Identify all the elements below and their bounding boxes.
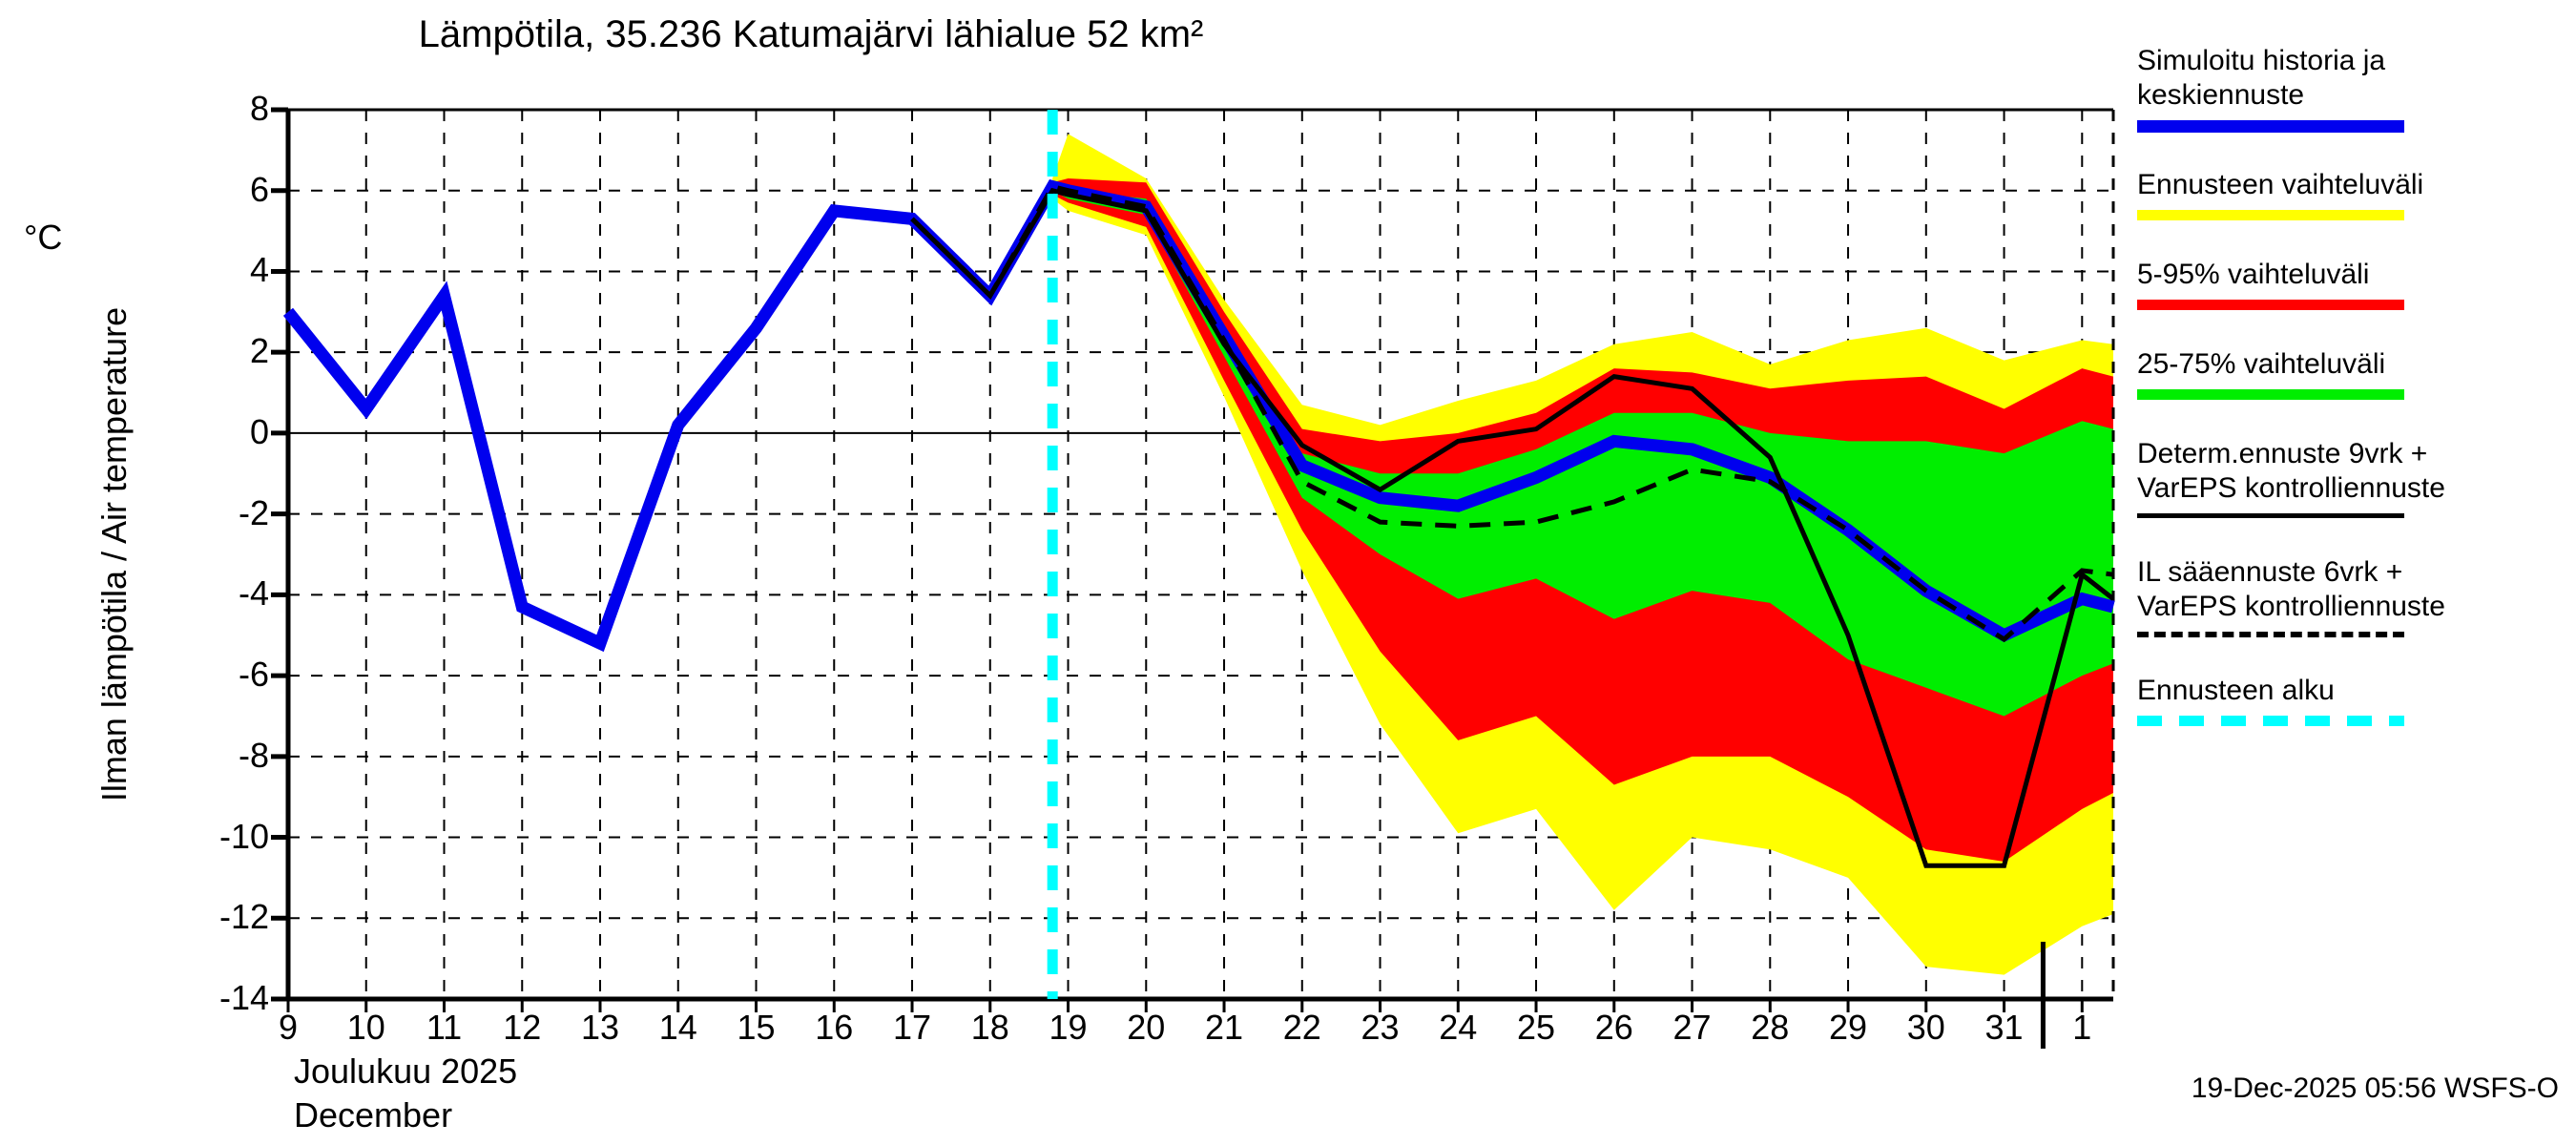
legend-item-forecast-range-label: Ennusteen vaihteluväli: [2137, 169, 2424, 200]
legend-item-simulated-history-label: keskiennuste: [2137, 79, 2305, 111]
x-tick-label: 22: [1282, 1008, 1321, 1047]
y-axis-unit: °C: [24, 218, 63, 257]
x-tick-label: 10: [346, 1008, 385, 1047]
y-tick-label: 2: [249, 331, 269, 371]
legend-item-il-forecast-marker: [2137, 632, 2404, 637]
x-tick-label: 31: [1984, 1008, 2024, 1047]
legend-item-5-95-range-label: 5-95% vaihteluväli: [2137, 259, 2370, 290]
legend-item-determ-forecast-label: VarEPS kontrolliennuste: [2137, 472, 2445, 504]
x-tick-label: 18: [970, 1008, 1009, 1047]
legend-item-forecast-start-label: Ennusteen alku: [2137, 675, 2335, 706]
x-tick-label: 29: [1829, 1008, 1868, 1047]
legend-item-il-forecast-label: VarEPS kontrolliennuste: [2137, 591, 2445, 622]
x-tick-label: 19: [1049, 1008, 1088, 1047]
page-title: Lämpötila, 35.236 Katumajärvi lähialue 5…: [418, 13, 1204, 55]
x-tick-label: 23: [1361, 1008, 1400, 1047]
legend-item-il-forecast-label: IL sääennuste 6vrk +: [2137, 556, 2403, 588]
legend-item-determ-forecast-marker: [2137, 513, 2404, 518]
y-tick-label: -4: [238, 573, 269, 614]
y-tick-label: -10: [218, 816, 269, 856]
x-tick-label: 15: [737, 1008, 776, 1047]
series-1: [910, 187, 2115, 868]
x-tick-label: 12: [503, 1008, 542, 1047]
y-tick-label: -2: [238, 492, 269, 532]
y-tick-label: 8: [249, 89, 269, 128]
legend-item-forecast-start-marker: [2137, 716, 2404, 726]
x-tick-label: 11: [426, 1008, 463, 1047]
x-axis-caption-month: Joulukuu 2025: [294, 1051, 518, 1091]
forecast-bands: [1052, 134, 2113, 975]
y-tick-label: 0: [249, 411, 269, 451]
y-tick-label: -8: [238, 735, 269, 775]
y-tick-label: -6: [238, 655, 269, 695]
x-tick-label: 27: [1672, 1008, 1712, 1047]
x-tick-label: 20: [1127, 1008, 1166, 1047]
legend-item-5-95-range-marker: [2137, 300, 2404, 310]
y-tick-label: 6: [249, 169, 269, 209]
x-tick-label: 1: [2072, 1008, 2092, 1047]
y-tick-label: 4: [249, 250, 269, 290]
legend-item-25-75-range-label: 25-75% vaihteluväli: [2137, 348, 2386, 380]
x-tick-label: 25: [1517, 1008, 1556, 1047]
x-tick-label: 26: [1594, 1008, 1633, 1047]
series-lines: [282, 178, 2115, 868]
x-tick-label: 30: [1906, 1008, 1945, 1047]
legend-item-simulated-history-label: Simuloitu historia ja: [2137, 45, 2386, 76]
x-tick-label: 13: [580, 1008, 620, 1047]
legend-item-simulated-history-marker: [2137, 120, 2404, 133]
series-2: [910, 183, 2114, 643]
legend-item-25-75-range-marker: [2137, 389, 2404, 400]
legend-item-determ-forecast-label: Determ.ennuste 9vrk +: [2137, 438, 2428, 469]
x-tick-label: 9: [278, 1008, 299, 1047]
y-tick-label: -12: [218, 897, 269, 937]
x-tick-label: 28: [1751, 1008, 1790, 1047]
x-tick-label: 21: [1204, 1008, 1244, 1047]
x-tick-label: 17: [892, 1008, 932, 1047]
x-axis-caption-month-en: December: [294, 1095, 453, 1135]
axis-frame: [271, 107, 2115, 1049]
y-tick-label: -14: [218, 978, 269, 1017]
x-tick-label: 24: [1439, 1008, 1478, 1047]
footer-timestamp: 19-Dec-2025 05:56 WSFS-O: [2191, 1072, 2559, 1104]
legend-item-forecast-range-marker: [2137, 210, 2404, 220]
x-tick-label: 16: [815, 1008, 854, 1047]
x-tick-label: 14: [658, 1008, 697, 1047]
